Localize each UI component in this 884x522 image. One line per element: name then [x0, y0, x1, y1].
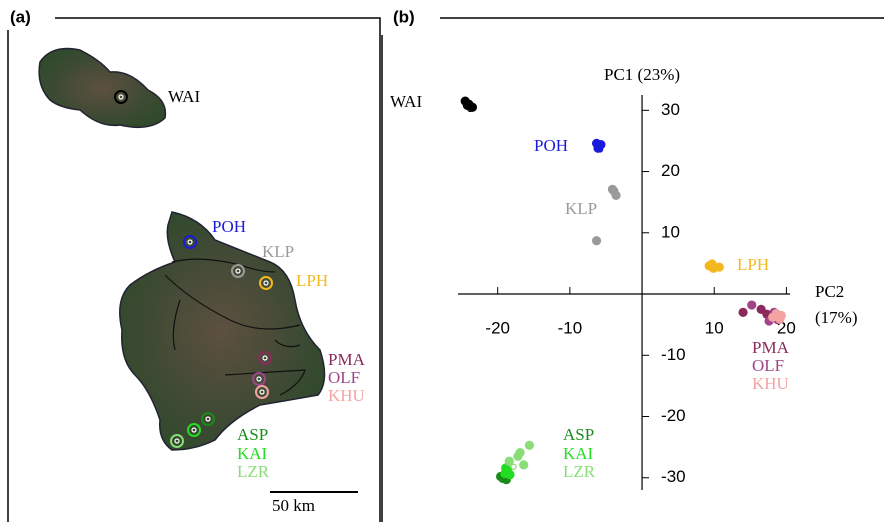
- point: [708, 263, 719, 273]
- scale-label: 50 km: [272, 496, 315, 515]
- site-marker: [114, 90, 128, 104]
- x-tick-label: -10: [558, 319, 583, 338]
- point: [609, 186, 619, 196]
- panel-label: (b): [393, 7, 415, 26]
- point: [519, 460, 529, 470]
- site-marker: [231, 264, 245, 278]
- site-marker-core: [187, 239, 193, 245]
- y-axis-label: PC1 (23%): [604, 65, 680, 84]
- site-label: ASP: [237, 425, 268, 444]
- point: [776, 310, 786, 321]
- cluster-label: WAI: [390, 92, 422, 111]
- y-tick-label: 30: [661, 100, 680, 119]
- cluster-label: LZR: [563, 462, 596, 481]
- site-marker-core: [118, 94, 124, 100]
- cluster-label: KHU: [752, 374, 789, 393]
- site-marker: [187, 423, 201, 437]
- x-tick-label: -20: [485, 319, 510, 338]
- site-label: POH: [212, 217, 246, 236]
- site-label: WAI: [168, 87, 200, 106]
- cluster-label: PMA: [752, 338, 790, 357]
- site-marker: [183, 235, 197, 249]
- site-marker-core: [256, 376, 262, 382]
- frame-a: [55, 17, 381, 522]
- cluster-label: KAI: [563, 444, 594, 463]
- site-marker-core: [205, 416, 211, 422]
- point: [515, 448, 525, 458]
- point: [747, 300, 757, 310]
- district-lines: [164, 258, 306, 396]
- point: [591, 236, 602, 246]
- site-label: PMA: [328, 350, 366, 369]
- y-tick-label: -10: [661, 345, 686, 364]
- panel-label: (a): [10, 7, 31, 26]
- x-tick-label: 10: [705, 319, 724, 338]
- site-label: KAI: [237, 444, 268, 463]
- frames: [7, 17, 884, 522]
- y-tick-label: 20: [661, 161, 680, 180]
- site-label: LZR: [237, 462, 270, 481]
- point: [467, 105, 474, 113]
- site-label: KHU: [328, 386, 365, 405]
- site-marker-core: [235, 268, 241, 274]
- cluster-label: OLF: [752, 356, 784, 375]
- x-axis-label: PC2: [815, 282, 844, 301]
- point: [504, 456, 514, 466]
- cluster-label: ASP: [563, 425, 594, 444]
- site-marker: [255, 385, 269, 399]
- site-label: KLP: [262, 242, 294, 261]
- site-marker-core: [263, 280, 269, 286]
- island-maui: [38, 47, 167, 129]
- x-axis-label: (17%): [815, 308, 857, 327]
- site-marker: [259, 276, 273, 290]
- point: [738, 307, 748, 318]
- y-tick-label: -20: [661, 406, 686, 425]
- site-marker-core: [262, 355, 268, 361]
- site-marker: [170, 434, 184, 448]
- site-marker-core: [259, 389, 265, 395]
- map: 50 km: [38, 47, 358, 515]
- site-marker: [201, 412, 215, 426]
- cluster-label: POH: [534, 136, 568, 155]
- site-marker-core: [191, 427, 197, 433]
- point: [510, 463, 517, 470]
- point: [524, 440, 535, 450]
- point: [505, 470, 515, 480]
- site-label: LPH: [296, 271, 328, 290]
- site-marker: [252, 372, 266, 386]
- y-tick-label: 10: [661, 222, 680, 241]
- point: [597, 146, 604, 153]
- site-label: OLF: [328, 368, 360, 387]
- site-marker-core: [174, 438, 180, 444]
- site-marker: [258, 351, 272, 365]
- y-tick-label: -30: [661, 467, 686, 486]
- point: [756, 304, 766, 314]
- cluster-label: KLP: [565, 199, 597, 218]
- cluster-label: LPH: [737, 255, 769, 274]
